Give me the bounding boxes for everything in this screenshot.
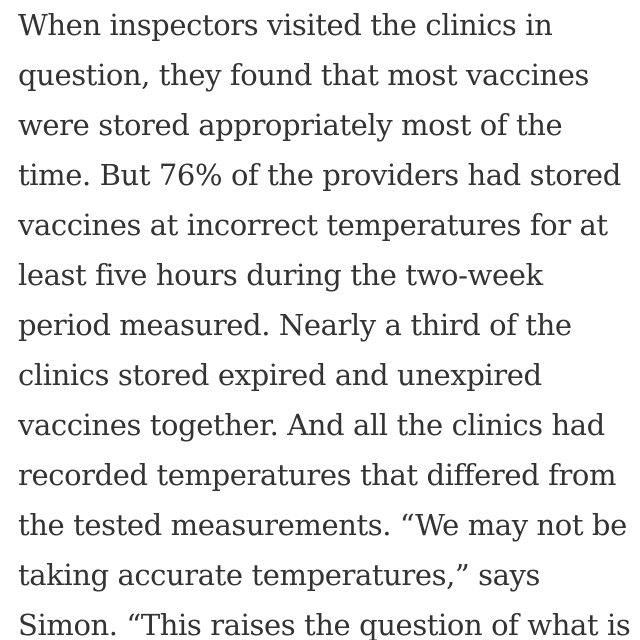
paragraph-line: least five hours during the two-week xyxy=(18,258,543,292)
paragraph-line: the tested measurements. “We may not be xyxy=(18,508,627,542)
paragraph-line: recorded temperatures that differed from xyxy=(18,458,617,492)
paragraph-line: clinics stored expired and unexpired xyxy=(18,358,542,392)
paragraph-line: question, they found that most vaccines xyxy=(18,58,589,92)
paragraph-line: vaccines together. And all the clinics h… xyxy=(18,408,605,442)
paragraph-line: When inspectors visited the clinics in xyxy=(18,8,553,42)
paragraph-line: were stored appropriately most of the xyxy=(18,108,563,142)
paragraph-line: period measured. Nearly a third of the xyxy=(18,308,572,342)
paragraph-line: time. But 76% of the providers had store… xyxy=(18,158,621,192)
paragraph-line: vaccines at incorrect temperatures for a… xyxy=(18,208,608,242)
paragraph-line: Simon. “This raises the question of what… xyxy=(18,608,631,640)
article-paragraph: When inspectors visited the clinics in q… xyxy=(18,0,638,640)
paragraph-line: taking accurate temperatures,” says xyxy=(18,558,541,592)
